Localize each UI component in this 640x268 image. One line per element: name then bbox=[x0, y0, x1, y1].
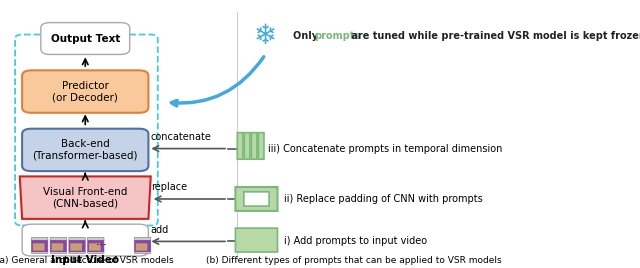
FancyBboxPatch shape bbox=[52, 243, 63, 251]
FancyBboxPatch shape bbox=[22, 70, 148, 113]
Text: (a) General architecture of VSR models: (a) General architecture of VSR models bbox=[0, 256, 174, 265]
Text: ❄: ❄ bbox=[253, 22, 277, 50]
Text: iii) Concatenate prompts in temporal dimension: iii) Concatenate prompts in temporal dim… bbox=[268, 144, 502, 154]
Text: prompts: prompts bbox=[314, 31, 360, 41]
FancyBboxPatch shape bbox=[22, 129, 148, 171]
FancyBboxPatch shape bbox=[88, 237, 104, 253]
FancyBboxPatch shape bbox=[136, 243, 147, 251]
Text: are tuned while pre-trained VSR model is kept frozen: are tuned while pre-trained VSR model is… bbox=[348, 31, 640, 41]
Text: Back-end
(Transformer-based): Back-end (Transformer-based) bbox=[33, 139, 138, 161]
FancyBboxPatch shape bbox=[134, 240, 151, 252]
FancyBboxPatch shape bbox=[244, 192, 269, 206]
FancyBboxPatch shape bbox=[259, 133, 264, 159]
FancyBboxPatch shape bbox=[31, 240, 48, 252]
Text: ...: ... bbox=[95, 235, 108, 248]
FancyBboxPatch shape bbox=[69, 237, 85, 253]
Text: Output Text: Output Text bbox=[51, 34, 120, 43]
FancyBboxPatch shape bbox=[69, 240, 85, 252]
Text: concatenate: concatenate bbox=[151, 132, 212, 142]
FancyBboxPatch shape bbox=[50, 237, 67, 253]
Text: Input Video: Input Video bbox=[51, 255, 119, 265]
FancyBboxPatch shape bbox=[70, 243, 82, 251]
Text: replace: replace bbox=[151, 182, 187, 192]
FancyBboxPatch shape bbox=[50, 240, 67, 252]
Text: Predictor
(or Decoder): Predictor (or Decoder) bbox=[52, 81, 118, 102]
Text: add: add bbox=[151, 225, 169, 235]
FancyBboxPatch shape bbox=[41, 23, 130, 54]
Text: Only: Only bbox=[293, 31, 322, 41]
FancyBboxPatch shape bbox=[22, 224, 148, 256]
FancyBboxPatch shape bbox=[252, 133, 257, 159]
FancyBboxPatch shape bbox=[236, 228, 278, 252]
FancyBboxPatch shape bbox=[88, 240, 104, 252]
FancyBboxPatch shape bbox=[236, 187, 278, 211]
FancyBboxPatch shape bbox=[134, 237, 151, 253]
FancyBboxPatch shape bbox=[237, 133, 243, 159]
FancyBboxPatch shape bbox=[89, 243, 100, 251]
FancyBboxPatch shape bbox=[31, 237, 48, 253]
FancyBboxPatch shape bbox=[33, 243, 45, 251]
Text: (b) Different types of prompts that can be applied to VSR models: (b) Different types of prompts that can … bbox=[207, 256, 502, 265]
Text: ii) Replace padding of CNN with prompts: ii) Replace padding of CNN with prompts bbox=[284, 194, 483, 204]
Text: Visual Front-end
(CNN-based): Visual Front-end (CNN-based) bbox=[43, 187, 127, 209]
Polygon shape bbox=[20, 176, 151, 219]
FancyBboxPatch shape bbox=[244, 133, 250, 159]
Text: i) Add prompts to input video: i) Add prompts to input video bbox=[284, 236, 427, 246]
